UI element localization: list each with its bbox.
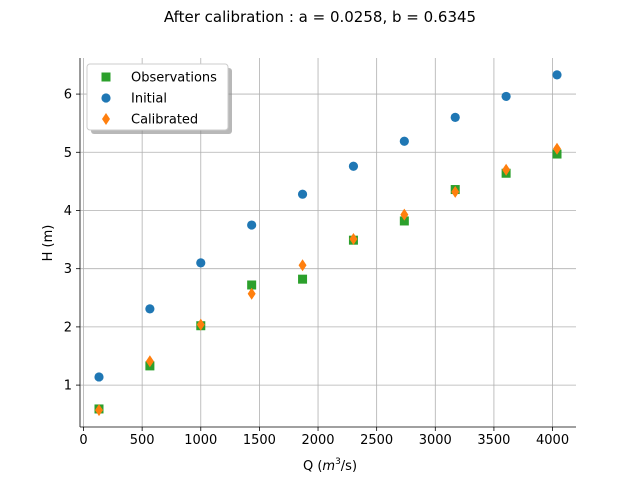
y-tick-labels: 1 2 3 4 5 6	[64, 88, 72, 394]
legend-entries: Observations Initial Calibrated	[101, 71, 217, 128]
x-axis-label: Q (m3/s)	[303, 457, 357, 474]
legend-label-initial: Initial	[131, 92, 167, 107]
x-tick-labels: 0 500 1000 1500 2000 2500 3000 3500 4000	[79, 433, 569, 448]
calibrated-point-1	[145, 355, 154, 368]
series-initial	[94, 70, 562, 382]
observations-point-6	[399, 216, 409, 226]
legend-marker-initial	[101, 93, 111, 103]
initial-point-8	[501, 91, 511, 102]
calibrated-point-4	[298, 259, 307, 272]
y-tick-label-0: 1	[64, 379, 72, 394]
initial-point-0	[94, 372, 104, 382]
initial-point-9	[552, 70, 562, 80]
x-axis-label-sup: 3	[335, 457, 341, 467]
data-points	[94, 70, 562, 417]
calibrated-point-2	[196, 318, 205, 331]
observations-point-3	[247, 280, 257, 290]
y-tick-label-2: 3	[64, 262, 72, 277]
legend-box	[86, 63, 229, 131]
x-tick-label-3: 1500	[243, 433, 276, 448]
axes	[76, 58, 576, 431]
initial-point-1	[145, 304, 155, 314]
calibrated-point-8	[502, 163, 511, 176]
x-tick-label-6: 3000	[419, 433, 452, 448]
initial-point-7	[450, 112, 460, 122]
x-tick-label-5: 2500	[360, 433, 393, 448]
x-tick-label-4: 2000	[301, 433, 334, 448]
y-axis-label: H (m)	[41, 225, 56, 262]
x-axis-label-m: m	[322, 459, 335, 474]
x-axis-label-rest: /s)	[341, 459, 357, 474]
calibrated-point-6	[400, 208, 409, 221]
observations-point-4	[298, 274, 308, 284]
x-tick-label-0: 0	[79, 433, 87, 448]
calibrated-point-9	[553, 142, 562, 155]
x-tick-label-7: 3500	[477, 433, 510, 448]
series-observations	[94, 149, 562, 414]
series-calibrated	[94, 142, 562, 417]
legend-label-calibrated: Calibrated	[131, 113, 198, 128]
y-tick-label-5: 6	[64, 88, 72, 103]
calibrated-point-7	[451, 185, 460, 198]
y-tick-label-3: 4	[64, 204, 72, 219]
calibrated-point-3	[247, 287, 256, 300]
initial-point-3	[247, 220, 257, 230]
legend-marker-calibrated	[102, 113, 110, 125]
initial-point-5	[348, 161, 359, 171]
y-tick-label-4: 5	[64, 146, 72, 161]
initial-point-2	[196, 258, 206, 268]
x-tick-label-1: 500	[130, 433, 155, 448]
grid-lines	[80, 58, 576, 427]
calibrated-point-5	[349, 233, 358, 246]
initial-point-4	[297, 189, 308, 199]
x-tick-label-8: 4000	[536, 433, 569, 448]
x-axis-label-main: Q (	[303, 459, 322, 474]
legend: Observations Initial Calibrated	[86, 63, 232, 134]
y-tick-label-1: 2	[64, 320, 72, 335]
legend-label-observations: Observations	[131, 71, 217, 86]
x-tick-label-2: 1000	[184, 433, 217, 448]
legend-marker-observations	[101, 72, 111, 82]
calibrated-point-0	[94, 404, 103, 417]
initial-point-6	[399, 136, 409, 146]
chart-title: After calibration : a = 0.0258, b = 0.63…	[164, 8, 476, 26]
